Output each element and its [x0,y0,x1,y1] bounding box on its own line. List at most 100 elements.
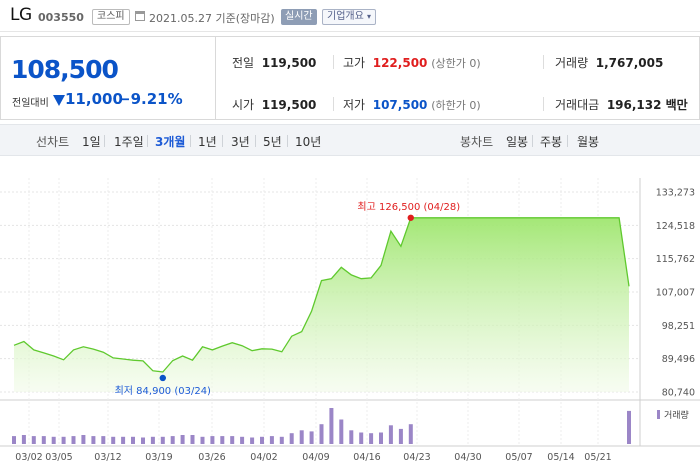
volume-bar [627,410,631,444]
price-panel: 108,500 전일대비 11,000 −9.21% [0,36,215,120]
stat-prev-label: 전일 [232,56,255,70]
volume-bar [141,437,145,444]
volume-bar [101,436,106,444]
volume-bar [150,436,155,444]
stat-high: 고가 122,500 (상한가 0) [343,54,481,71]
y-tick-label: 98,251 [662,321,695,332]
volume-bar [91,436,96,444]
stat-amount: 거래대금 196,132 백만 [555,96,688,113]
volume-bar [379,432,383,444]
candle-chart-label: 봉차트 [460,135,494,149]
down-arrow-icon [53,95,65,106]
divider [333,55,334,69]
y-tick-label: 133,273 [656,188,695,199]
divider [543,97,544,111]
volume-bar [309,431,314,444]
x-tick-label: 03/12 [94,452,121,463]
x-tick-label: 03/26 [198,452,225,463]
volume-bar [289,433,294,444]
candle-daily[interactable]: 일봉 [506,135,529,149]
stat-high-label: 고가 [343,56,366,70]
x-tick-label: 03/05 [45,452,72,463]
volume-bar [61,436,66,444]
realtime-button[interactable]: 실시간 [281,9,317,25]
candle-monthly[interactable]: 월봉 [577,135,600,149]
volume-bar [71,436,76,444]
stat-open-value: 119,500 [261,98,317,112]
min-label: 최저 84,900 (03/24) [115,385,211,397]
x-tick-label: 05/21 [584,452,611,463]
stat-low-sub: (하한가 0) [431,99,481,112]
stat-high-sub: (상한가 0) [431,57,481,70]
price-line [13,217,630,373]
x-tick-label: 04/02 [250,452,277,463]
chevron-down-icon: ▾ [367,12,372,21]
x-tick-label: 04/23 [403,452,430,463]
stat-amount-label: 거래대금 [555,98,600,112]
stat-low: 저가 107,500 (하한가 0) [343,96,481,113]
volume-bar [210,436,215,444]
volume-bar [260,436,264,444]
volume-bar [121,436,126,444]
period-3y[interactable]: 3년 [231,135,250,149]
period-1d[interactable]: 1일 [82,135,101,149]
volume-bar [299,430,304,444]
y-tick-label: 115,762 [656,254,695,265]
stat-high-value: 122,500 [372,56,428,70]
volume-bar [12,436,16,444]
volume-bar [21,435,26,444]
y-axis-labels: 133,273 124,518 115,762 107,007 98,251 89,496… [656,188,695,399]
volume-bar [398,428,403,444]
x-tick-label: 03/02 [15,452,42,463]
volume-bar [408,424,413,444]
volume-bar [81,435,86,444]
period-5y[interactable]: 5년 [263,135,282,149]
volume-bar [269,436,274,444]
base-date: 2021.05.27 기준(장마감) [149,12,275,25]
y-tick-label: 124,518 [656,221,695,232]
x-tick-label: 05/07 [505,452,532,463]
y-tick-label: 80,740 [662,388,695,399]
volume-bar [329,408,334,444]
candle-weekly[interactable]: 주봉 [540,135,563,149]
volume-bar [200,436,205,444]
period-3m[interactable]: 3개월 [155,135,186,149]
volume-bar [41,436,46,444]
volume-bar [388,425,393,444]
company-info-label: 기업개요 [327,11,364,22]
stat-open: 시가 119,500 [232,96,316,113]
change-amount: 11,000 [65,90,123,108]
stat-prev: 전일 119,500 [232,54,316,71]
volume-bar [339,419,344,444]
stat-low-value: 107,500 [372,98,428,112]
volume-bar [111,436,116,444]
volume-bar [359,432,364,444]
volume-bar [31,436,36,444]
volume-bar [160,436,165,444]
stat-volume: 거래량 1,767,005 [555,54,663,71]
change-label: 전일대비 [12,98,49,109]
stat-open-label: 시가 [232,98,255,112]
divider [543,55,544,69]
stats-panel: 전일 119,500 고가 122,500 (상한가 0) 거래량 1,767,… [215,36,700,120]
volume-bar [240,436,245,444]
volume-bar [230,436,235,444]
volume-bar [369,433,374,444]
stock-header: LG 003550 코스피 2021.05.27 기준(장마감) 실시간 기업개… [0,0,700,32]
volume-bar [131,436,135,444]
volume-bar [220,436,225,444]
company-info-dropdown[interactable]: 기업개요 ▾ [322,9,377,25]
volume-bar [180,435,185,444]
stock-code: 003550 [38,11,84,24]
period-10y[interactable]: 10년 [295,135,322,149]
period-1y[interactable]: 1년 [198,135,217,149]
x-tick-label: 03/19 [145,452,172,463]
volume-bar [349,430,354,444]
volume-bar [279,436,284,444]
volume-bar [319,424,324,444]
line-chart-label: 선차트 [36,135,70,149]
y-tick-label: 89,496 [662,354,695,365]
period-1w[interactable]: 1주일 [114,135,144,149]
stat-amount-value: 196,132 백만 [606,98,688,112]
